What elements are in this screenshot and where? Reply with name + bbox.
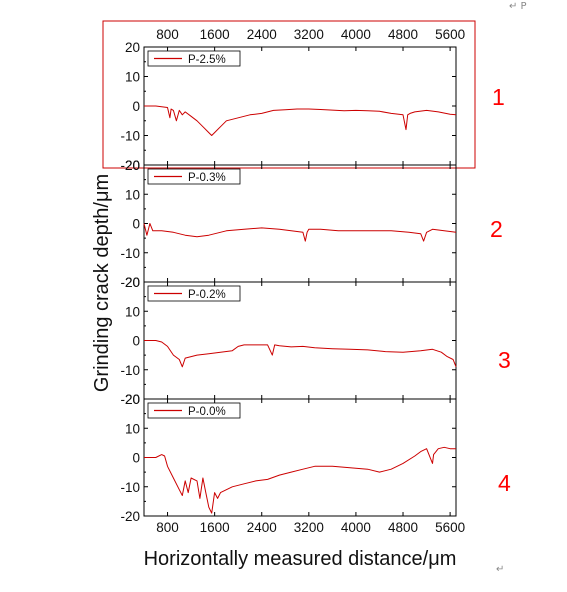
panel-2-series-line — [143, 223, 457, 242]
panel-4-xtick-label: 1600 — [200, 520, 230, 535]
panel-1-xtick-label: 800 — [156, 27, 179, 42]
panel-1-ytick-label: -10 — [120, 129, 140, 144]
corner-mark: ↵ P — [509, 1, 527, 12]
panel-3-ytick-label: 0 — [132, 334, 140, 349]
panel-3-legend: P-0.2% — [147, 285, 241, 302]
panel-1-xtick-label: 4000 — [341, 27, 371, 42]
footer-mark: ↵ — [496, 564, 504, 575]
panel-1-legend-label: P-2.5% — [188, 54, 226, 66]
panel-4-xtick-label: 4800 — [388, 520, 418, 535]
panel-1-number: 1 — [492, 84, 505, 110]
panel-1-legend-box — [147, 50, 241, 67]
panel-1-xtick-label: 3200 — [294, 27, 324, 42]
panel-4-legend-box — [147, 402, 241, 419]
panel-2-ytick-label: -10 — [120, 246, 140, 261]
panel-1-ytick-label: -20 — [120, 158, 140, 173]
panel-3-ytick-label: -20 — [120, 392, 140, 407]
panel-2-ytick-label: 10 — [125, 187, 140, 202]
panel-2-ytick-label: 0 — [132, 217, 140, 232]
panel-1-xtick-label: 1600 — [200, 27, 230, 42]
panel-4-ytick-label: 0 — [132, 451, 140, 466]
panel-1-xtick-label: 2400 — [247, 27, 277, 42]
panel-4-xtick-label: 2400 — [247, 520, 277, 535]
x-axis-label: Horizontally measured distance/μm — [144, 548, 457, 570]
panel-4-legend-label: P-0.0% — [188, 406, 226, 418]
panel-1-ytick-label: 0 — [132, 99, 140, 114]
panel-1-legend: P-2.5% — [147, 50, 241, 67]
panel-3-legend-label: P-0.2% — [188, 289, 226, 301]
panel-4-legend: P-0.0% — [147, 402, 241, 419]
panel-3-ytick-label: -10 — [120, 363, 140, 378]
panel-4-xtick-label: 4000 — [341, 520, 371, 535]
panel-1-series-line — [144, 105, 457, 136]
panel-2-legend-label: P-0.3% — [188, 172, 226, 184]
panel-2-number: 2 — [490, 216, 503, 242]
panel-3-legend-box — [147, 285, 241, 302]
panel-4-xtick-label: 800 — [156, 520, 179, 535]
panel-1-xtick-label: 5600 — [435, 27, 465, 42]
panel-4-series-line — [144, 446, 456, 514]
highlight-box — [102, 20, 476, 169]
panel-3-ytick-label: 10 — [125, 304, 140, 319]
panel-4-ytick-label: -10 — [120, 480, 140, 495]
panel-4-xtick-label: 3200 — [294, 520, 324, 535]
panel-1-xtick-label: 4800 — [388, 27, 418, 42]
panel-4-ytick-label: 10 — [125, 421, 140, 436]
panel-2-legend-box — [147, 168, 241, 185]
y-axis-label: Grinding crack depth/μm — [91, 174, 113, 392]
panel-4-ytick-label: -20 — [120, 509, 140, 524]
panel-2-legend: P-0.3% — [147, 168, 241, 185]
panel-4-xtick-label: 5600 — [435, 520, 465, 535]
panel-1-ytick-label: 10 — [125, 70, 140, 85]
panel-3-series-line — [144, 340, 457, 368]
panel-2-ytick-label: 20 — [125, 158, 140, 173]
panel-3-number: 3 — [498, 347, 511, 373]
panel-4-number: 4 — [498, 470, 511, 496]
panel-2-ytick-label: -20 — [120, 275, 140, 290]
panel-1-ytick-label: 20 — [125, 40, 140, 55]
panel-3-ytick-label: 20 — [125, 275, 140, 290]
panel-4-ytick-label: 20 — [125, 392, 140, 407]
